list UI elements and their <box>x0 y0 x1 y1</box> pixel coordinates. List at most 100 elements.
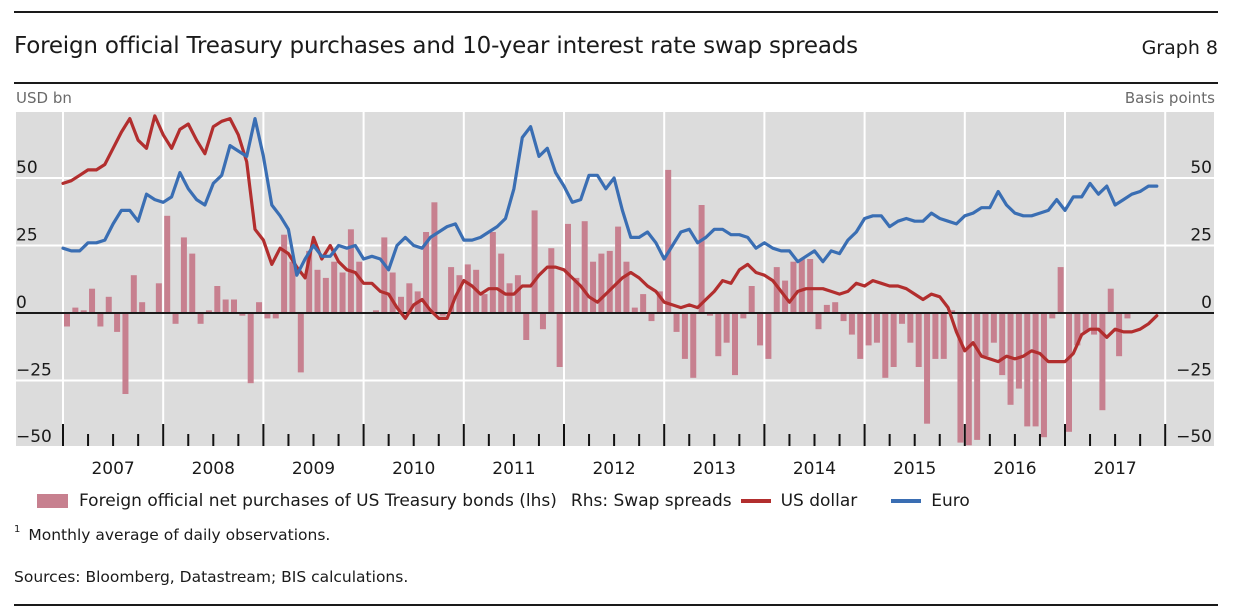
legend-bar-label: Foreign official net purchases of US Tre… <box>79 491 557 511</box>
bar <box>890 313 897 367</box>
bar <box>1091 313 1098 335</box>
bar <box>205 310 212 313</box>
bar <box>1074 313 1081 346</box>
bottom-rule <box>14 604 1218 606</box>
footnote-marker: 1 <box>14 524 21 535</box>
bar <box>398 296 404 313</box>
bar <box>1057 267 1064 313</box>
bar <box>857 313 864 359</box>
bar <box>924 313 931 424</box>
bar <box>715 313 722 357</box>
bar <box>172 313 179 324</box>
title-rule <box>14 82 1218 84</box>
bar <box>990 313 997 343</box>
bar <box>481 294 488 313</box>
right-tick-label: 25 <box>1190 226 1212 246</box>
bar <box>706 313 713 316</box>
bar <box>965 313 972 446</box>
bar <box>389 272 396 313</box>
bar <box>723 313 730 343</box>
bar <box>815 313 822 330</box>
bar <box>281 234 288 313</box>
bar <box>907 313 914 343</box>
bar <box>623 261 630 313</box>
line-euro <box>61 116 1159 277</box>
bar <box>256 302 263 313</box>
bar <box>940 313 947 359</box>
bar <box>1124 313 1131 319</box>
left-tick-label: −25 <box>16 361 52 381</box>
bar <box>606 250 613 313</box>
bar <box>790 261 797 313</box>
bar <box>381 237 388 313</box>
bar <box>690 313 697 378</box>
bar <box>356 261 363 313</box>
bar <box>531 210 538 313</box>
bar <box>105 296 112 313</box>
bar <box>740 313 747 319</box>
legend-rhs-prefix: Rhs: Swap spreads <box>570 491 732 511</box>
chart-title: Foreign official Treasury purchases and … <box>14 33 858 59</box>
bar <box>289 261 296 313</box>
legend: Foreign official net purchases of US Tre… <box>37 491 970 511</box>
bar <box>239 313 246 316</box>
x-axis-labels: 2007 2008 2009 2010 2011 2012 2013 2014 2015 2016… <box>91 459 1136 479</box>
right-tick-label: −25 <box>1176 361 1212 381</box>
legend-eur-label: Euro <box>931 491 970 511</box>
bar <box>840 313 847 322</box>
bar <box>640 294 647 313</box>
bar <box>464 264 471 313</box>
bar <box>999 313 1006 376</box>
left-tick-label: 0 <box>16 293 27 313</box>
bar <box>272 313 279 319</box>
bar <box>247 313 254 384</box>
bar <box>732 313 738 376</box>
bar <box>949 310 956 313</box>
bar <box>80 310 87 313</box>
x-tick-label: 2016 <box>993 459 1036 479</box>
bar <box>523 313 530 340</box>
graph-number: Graph 8 <box>1141 37 1218 59</box>
left-tick-label: 50 <box>16 158 38 178</box>
bar <box>982 313 989 357</box>
x-tick-label: 2012 <box>592 459 635 479</box>
bar <box>565 223 571 313</box>
bar <box>1082 313 1089 332</box>
left-axis-unit: USD bn <box>16 89 72 107</box>
bar <box>598 253 605 313</box>
x-tick-label: 2010 <box>392 459 435 479</box>
bar <box>1040 313 1047 438</box>
bar <box>306 250 313 313</box>
right-tick-label: −50 <box>1176 427 1212 447</box>
bar <box>214 286 221 313</box>
bar <box>139 302 146 313</box>
bar <box>72 307 79 313</box>
bar <box>615 226 622 313</box>
bar <box>665 169 672 313</box>
bar <box>489 232 496 313</box>
right-tick-label: 0 <box>1201 293 1212 313</box>
bar <box>539 313 546 330</box>
legend-bar-swatch <box>37 494 68 508</box>
x-tick-label: 2013 <box>693 459 736 479</box>
bar <box>97 313 104 327</box>
bar <box>1024 313 1031 427</box>
bar <box>873 313 880 343</box>
bar <box>339 272 346 313</box>
bar <box>1066 313 1072 432</box>
bar <box>164 215 171 313</box>
bar <box>448 267 455 313</box>
legend-eur-swatch <box>891 499 922 503</box>
bar <box>899 313 905 324</box>
bar <box>631 307 638 313</box>
bar <box>222 299 229 313</box>
bar <box>765 313 772 359</box>
footnote: 1 Monthly average of daily observations. <box>14 524 330 544</box>
bar <box>882 313 889 378</box>
sources-note: Sources: Bloomberg, Datastream; BIS calc… <box>14 568 409 586</box>
bar <box>423 232 430 313</box>
bar <box>406 283 413 313</box>
line-series <box>61 114 1159 364</box>
x-tick-label: 2008 <box>192 459 235 479</box>
bar <box>1107 288 1114 313</box>
